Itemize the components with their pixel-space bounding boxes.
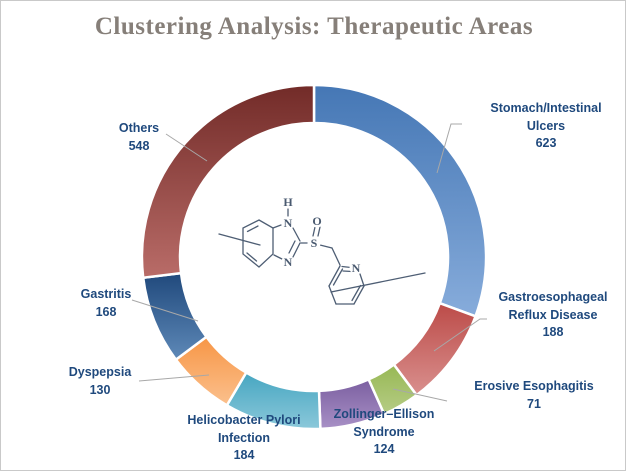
donut-segment-others[interactable] (140, 83, 316, 280)
methyl-bond-benzene (218, 233, 261, 246)
slice-label-line: Erosive Esophagitis (474, 379, 594, 393)
slice-label-gastroesophageal-reflux-disease: Gastroesophageal Reflux Disease 188 (463, 289, 625, 342)
leader-line-others (165, 133, 208, 162)
slice-label-line: Zollinger–Ellison (333, 407, 435, 421)
atom-label-h: H (283, 195, 293, 209)
atom-label-n1: N (284, 216, 293, 230)
slice-value: 188 (542, 325, 564, 339)
leader-line-erosive-esophagitis (392, 388, 448, 402)
slice-label-line: Syndrome (353, 424, 415, 439)
slice-label-line: Stomach/Intestinal (490, 101, 602, 115)
leader-line-gastritis (131, 299, 199, 322)
slice-label-line: Others (118, 121, 160, 135)
atom-label-o: O (312, 214, 321, 228)
slice-label-helicobacter-pylori-infection: Helicobacter Pylori Infection 184 (154, 412, 334, 465)
atom-label-n-pyridine: N (352, 261, 361, 275)
slice-value: 623 (535, 136, 557, 150)
slice-label-erosive-esophagitis: Erosive Esophagitis 71 (444, 378, 624, 413)
slice-value: 124 (373, 442, 395, 456)
slice-label-line: Infection (217, 430, 271, 445)
slice-label-line: Ulcers (526, 118, 566, 133)
atom-label-n3: N (284, 255, 293, 269)
slice-value: 548 (128, 138, 150, 153)
slice-label-gastritis: Gastritis 168 (16, 286, 196, 321)
methyl-bond-pyridine (330, 272, 426, 293)
leader-line-gastroesophageal-reflux-disease (433, 318, 487, 352)
slice-label-line: Reflux Disease (508, 307, 598, 322)
slice-value: 184 (233, 448, 255, 462)
slice-value: 168 (95, 304, 117, 319)
slice-label-dyspepsia: Dyspepsia 130 (10, 364, 190, 399)
slice-label-zollinger-ellison-syndrome: Zollinger–Ellison Syndrome 124 (294, 406, 474, 459)
chart-title: Clustering Analysis: Therapeutic Areas (94, 13, 534, 40)
slice-value: 130 (89, 382, 111, 397)
atom-label-s: S (311, 236, 318, 250)
slice-label-line: Dyspepsia (68, 365, 132, 379)
slice-label-others: Others 548 (49, 120, 229, 155)
leader-line-dyspepsia (138, 374, 210, 382)
slice-label-line: Gastroesophageal (498, 290, 608, 304)
slice-label-stomach-intestinal-ulcers: Stomach/Intestinal Ulcers 623 (456, 100, 625, 153)
slice-label-line: Gastritis (80, 287, 132, 301)
slice-value: 71 (527, 396, 541, 411)
molecule-structure: H N N S O N (218, 195, 426, 305)
leader-line-stomach-intestinal-ulcers (436, 123, 462, 174)
benzene-ring (242, 219, 274, 268)
slice-label-line: Helicobacter Pylori (187, 413, 301, 427)
